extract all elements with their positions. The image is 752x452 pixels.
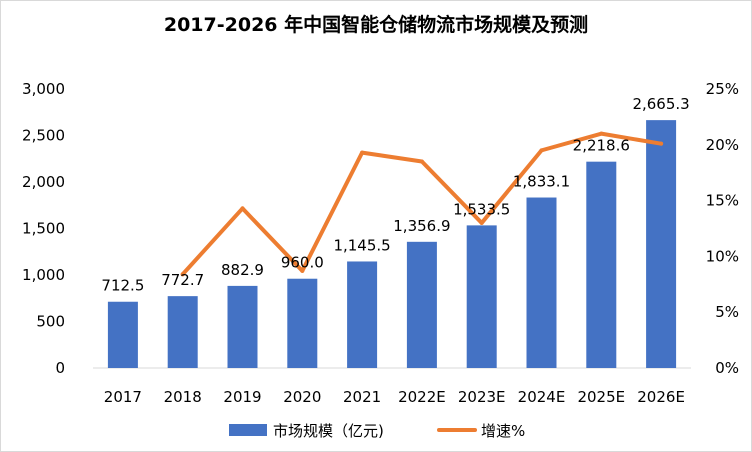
line-point: [659, 141, 664, 146]
bar: [227, 285, 258, 368]
right-tick-label: 25%: [706, 80, 739, 98]
right-tick-label: 20%: [706, 136, 739, 154]
bar: [466, 225, 497, 368]
legend-line-label: 增速%: [481, 422, 525, 440]
left-tick-label: 2,500: [22, 127, 65, 145]
left-tick-label: 2,000: [22, 173, 65, 191]
bar-data-label: 772.7: [161, 271, 204, 289]
bar: [586, 161, 617, 368]
line-point: [180, 272, 185, 277]
left-tick-label: 500: [36, 313, 65, 331]
right-tick-label: 15%: [706, 192, 739, 210]
bar: [646, 120, 677, 368]
legend: 市场规模（亿元) 增速%: [229, 422, 525, 440]
bar-data-label: 1,533.5: [453, 200, 510, 218]
line-point: [240, 206, 245, 211]
x-tick-label: 2022E: [398, 388, 446, 406]
line-point: [419, 159, 424, 164]
chart-title: 2017-2026 年中国智能仓储物流市场规模及预测: [164, 13, 588, 36]
right-tick-label: 10%: [706, 247, 739, 265]
x-tick-label: 2021: [343, 388, 381, 406]
bar-series: [107, 120, 677, 368]
legend-bar-swatch: [229, 424, 267, 436]
x-tick-label: 2026E: [637, 388, 685, 406]
line-point: [300, 268, 305, 273]
bar-data-label: 1,833.1: [513, 173, 570, 191]
bar-data-label: 882.9: [221, 261, 264, 279]
bar-data-label: 1,356.9: [393, 217, 450, 235]
bar: [347, 261, 378, 368]
bar: [406, 241, 437, 368]
line-point: [539, 148, 544, 153]
right-tick-label: 5%: [715, 303, 739, 321]
right-axis: 0% 5% 10% 15% 20% 25%: [706, 80, 739, 377]
x-axis: 2017 2018 2019 2020 2021 2022E 2023E 2024E 2025E…: [93, 367, 691, 406]
left-axis: 0 500 1,000 1,500 2,000 2,500 3,000: [22, 80, 65, 377]
line-point: [599, 131, 604, 136]
left-tick-label: 1,500: [22, 220, 65, 238]
bar-data-label: 960.0: [281, 254, 324, 272]
line-point: [360, 150, 365, 155]
bar-data-label: 2,218.6: [573, 137, 630, 155]
bar: [526, 197, 557, 368]
x-tick-label: 2023E: [458, 388, 506, 406]
x-tick-label: 2018: [164, 388, 202, 406]
growth-line-series: [180, 131, 664, 277]
left-tick-label: 0: [55, 359, 65, 377]
bar: [167, 296, 198, 368]
bar: [287, 278, 318, 368]
left-tick-label: 3,000: [22, 80, 65, 98]
legend-bar-label: 市场规模（亿元): [273, 422, 384, 440]
right-tick-label: 0%: [715, 359, 739, 377]
x-tick-label: 2017: [104, 388, 142, 406]
x-tick-label: 2020: [283, 388, 321, 406]
bar-data-label: 712.5: [101, 277, 144, 295]
x-tick-label: 2019: [223, 388, 261, 406]
bar-data-label: 2,665.3: [632, 95, 689, 113]
line-point: [479, 220, 484, 225]
bar-data-label: 1,145.5: [333, 236, 390, 254]
left-tick-label: 1,000: [22, 266, 65, 284]
x-tick-label: 2024E: [518, 388, 566, 406]
bar: [107, 301, 138, 368]
bar-data-labels: 712.5 772.7 882.9 960.0 1,145.51,356.91,533.…: [101, 95, 689, 295]
x-tick-label: 2025E: [577, 388, 625, 406]
